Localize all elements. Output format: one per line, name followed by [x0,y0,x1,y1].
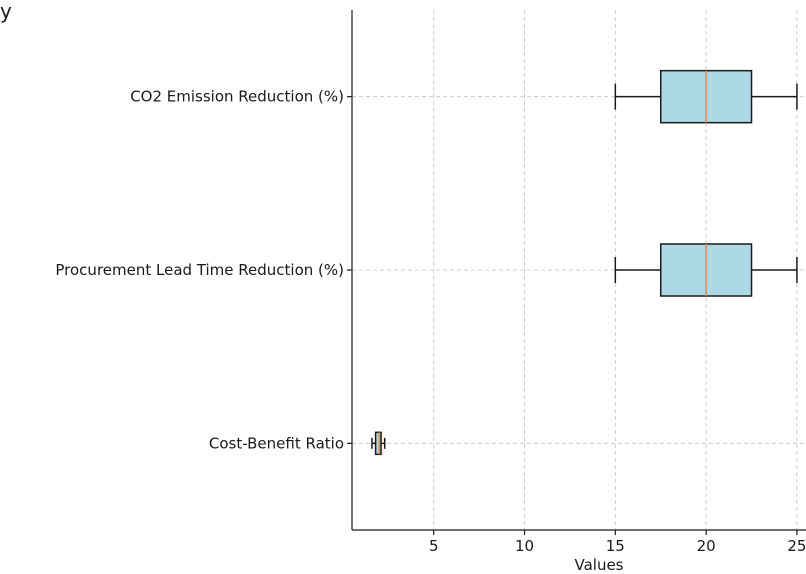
axes [347,10,806,535]
tick-labels: 5 10 15 20 25 CO2 Emission Reduction (%) Procu… [55,88,806,555]
box-co2-emission-reduction [614,69,798,124]
boxes [371,69,798,456]
iqr-box [374,431,382,456]
x-tick-label-5: 5 [429,537,439,555]
chart-title: y [0,0,12,23]
x-tick-label-20: 20 [697,537,716,555]
box-procurement-lead-time-reduction [614,243,798,297]
box-cost-benefit-ratio [371,431,386,456]
y-tick-label-procurement-lead-time-reduction: Procurement Lead Time Reduction (%) [55,261,344,279]
x-axis-label: Values [574,556,623,574]
y-tick-label-cost-benefit-ratio: Cost-Benefit Ratio [209,434,344,452]
y-tick-label-co2-emission-reduction: CO2 Emission Reduction (%) [130,88,344,106]
x-tick-label-15: 15 [606,537,625,555]
x-tick-label-10: 10 [515,537,534,555]
x-tick-label-25: 25 [787,537,806,555]
